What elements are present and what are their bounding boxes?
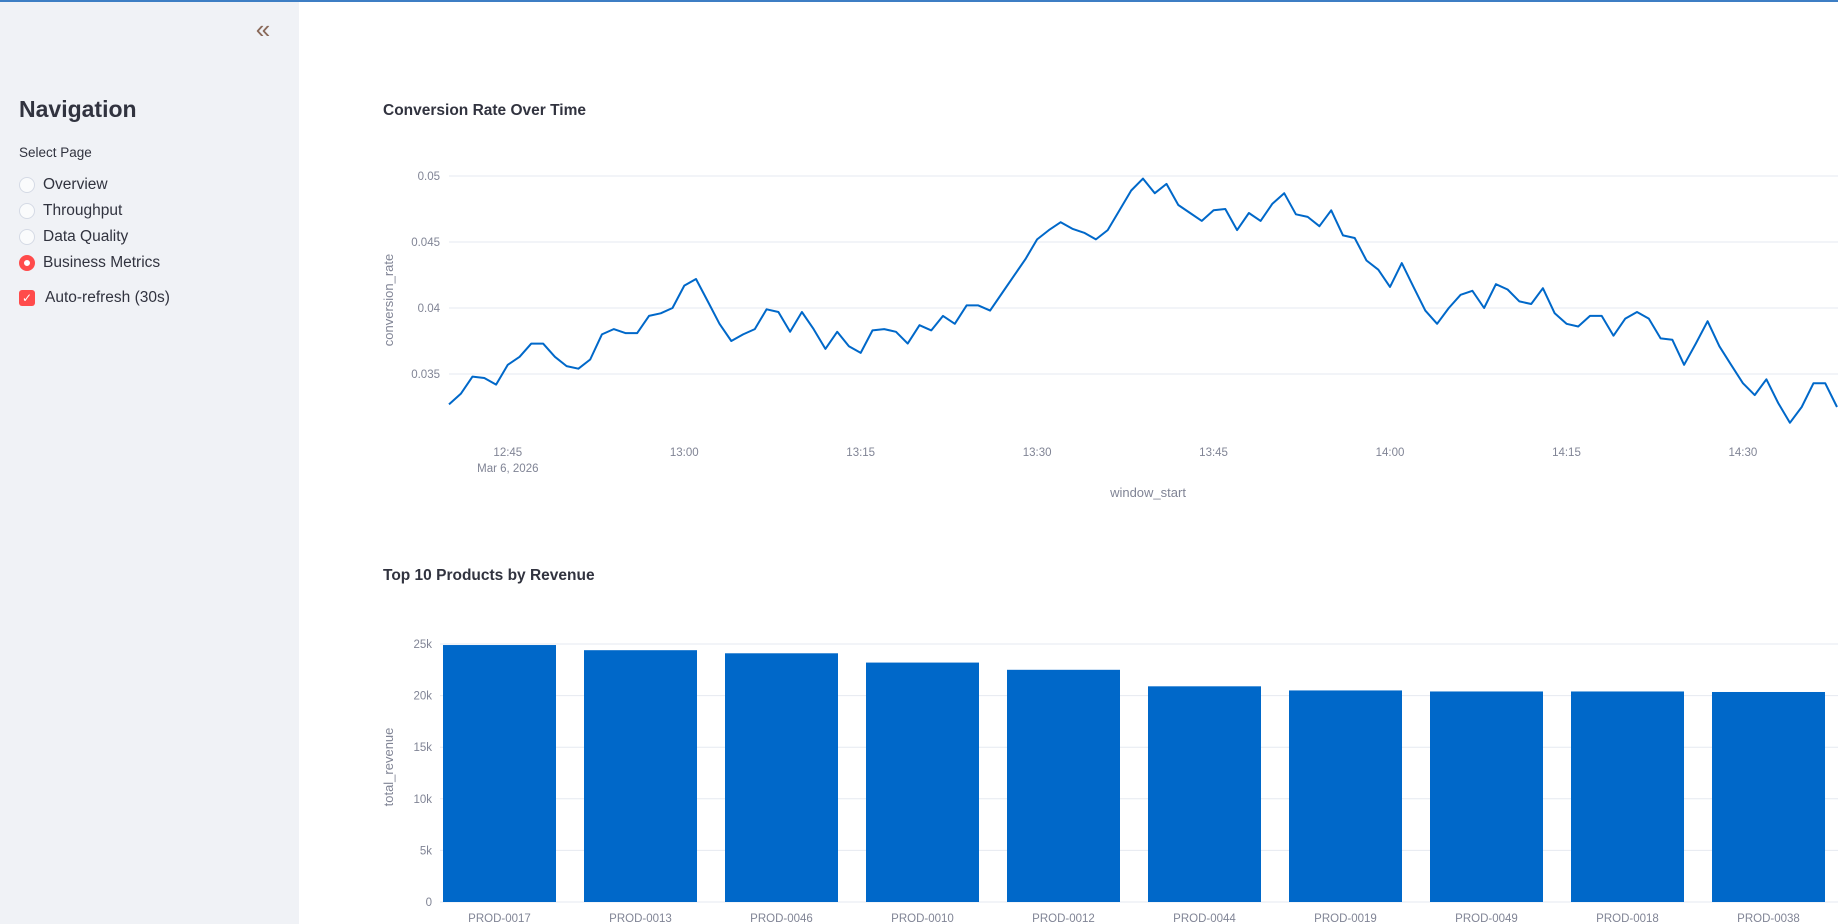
y-tick-label: 15k — [413, 742, 432, 754]
y-tick-label: 25k — [413, 639, 432, 651]
checkmark-icon: ✓ — [19, 290, 35, 306]
x-tick-label: 13:15 — [846, 447, 875, 459]
bar-prod-0012[interactable] — [1007, 669, 1120, 902]
radio-selected-icon — [19, 255, 35, 271]
x-tick-label: PROD-0013 — [609, 913, 672, 924]
bar-prod-0046[interactable] — [725, 653, 838, 902]
x-tick-label: PROD-0044 — [1173, 913, 1236, 924]
y-tick-label: 0.045 — [411, 237, 440, 249]
radio-data-quality[interactable]: Data Quality — [19, 224, 160, 250]
radio-label: Overview — [43, 176, 108, 193]
bar-prod-0049[interactable] — [1430, 691, 1543, 902]
x-tick-label: 14:00 — [1376, 447, 1405, 459]
x-axis-title: window_start — [1109, 485, 1186, 500]
y-tick-label: 0 — [426, 897, 432, 909]
y-axis-title: conversion_rate — [381, 254, 396, 347]
line-chart-title: Conversion Rate Over Time — [383, 102, 587, 119]
bar-prod-0044[interactable] — [1148, 686, 1261, 902]
conversion-rate-series[interactable] — [448, 177, 1838, 424]
bar-prod-0013[interactable] — [584, 650, 697, 902]
y-tick-label: 0.05 — [418, 171, 440, 183]
radio-overview[interactable]: Overview — [19, 172, 160, 198]
bar-prod-0017[interactable] — [443, 645, 556, 902]
radio-circle-icon — [19, 177, 35, 193]
x-tick-label: 14:30 — [1729, 447, 1758, 459]
bar-prod-0019[interactable] — [1289, 690, 1402, 902]
radio-circle-icon — [19, 229, 35, 245]
y-tick-label: 5k — [420, 845, 432, 857]
y-axis-title: total_revenue — [381, 728, 396, 807]
x-tick-label: PROD-0017 — [468, 913, 531, 924]
y-tick-label: 0.04 — [418, 303, 441, 315]
x-tick-label: PROD-0018 — [1596, 913, 1659, 924]
radio-throughput[interactable]: Throughput — [19, 198, 160, 224]
x-tick-label: PROD-0010 — [891, 913, 954, 924]
bar-prod-0018[interactable] — [1571, 691, 1684, 902]
radio-label: Throughput — [43, 202, 123, 219]
x-tick-label: PROD-0012 — [1032, 913, 1095, 924]
x-tick-label: PROD-0019 — [1314, 913, 1377, 924]
x-date-label: Mar 6, 2026 — [477, 463, 538, 475]
x-tick-label: PROD-0046 — [750, 913, 813, 924]
y-tick-label: 10k — [413, 794, 432, 806]
bar-chart-title: Top 10 Products by Revenue — [383, 567, 595, 584]
sidebar-title: Navigation — [19, 96, 137, 122]
auto-refresh-checkbox[interactable]: ✓ Auto-refresh (30s) — [19, 289, 170, 307]
x-tick-label: PROD-0038 — [1737, 913, 1800, 924]
x-tick-label: 12:45 — [493, 447, 522, 459]
x-tick-label: 14:15 — [1552, 447, 1581, 459]
x-tick-label: PROD-0049 — [1455, 913, 1518, 924]
x-tick-label: 13:00 — [670, 447, 699, 459]
y-tick-label: 0.035 — [411, 369, 440, 381]
radio-circle-icon — [19, 203, 35, 219]
auto-refresh-label: Auto-refresh (30s) — [45, 289, 170, 306]
select-page-label: Select Page — [19, 145, 92, 160]
radio-label: Data Quality — [43, 228, 129, 245]
top-accent-bar — [0, 0, 1838, 2]
page-radio-group: Overview Throughput Data Quality Busines… — [19, 172, 160, 276]
sidebar: « Navigation Select Page Overview Throug… — [0, 0, 299, 924]
x-tick-label: 13:30 — [1023, 447, 1052, 459]
bar-prod-0038[interactable] — [1712, 691, 1825, 902]
radio-business-metrics[interactable]: Business Metrics — [19, 250, 160, 276]
x-tick-label: 13:45 — [1199, 447, 1228, 459]
y-tick-label: 20k — [413, 691, 432, 703]
bar-prod-0010[interactable] — [866, 662, 979, 902]
radio-label: Business Metrics — [43, 254, 161, 271]
collapse-sidebar-icon[interactable]: « — [255, 14, 271, 44]
